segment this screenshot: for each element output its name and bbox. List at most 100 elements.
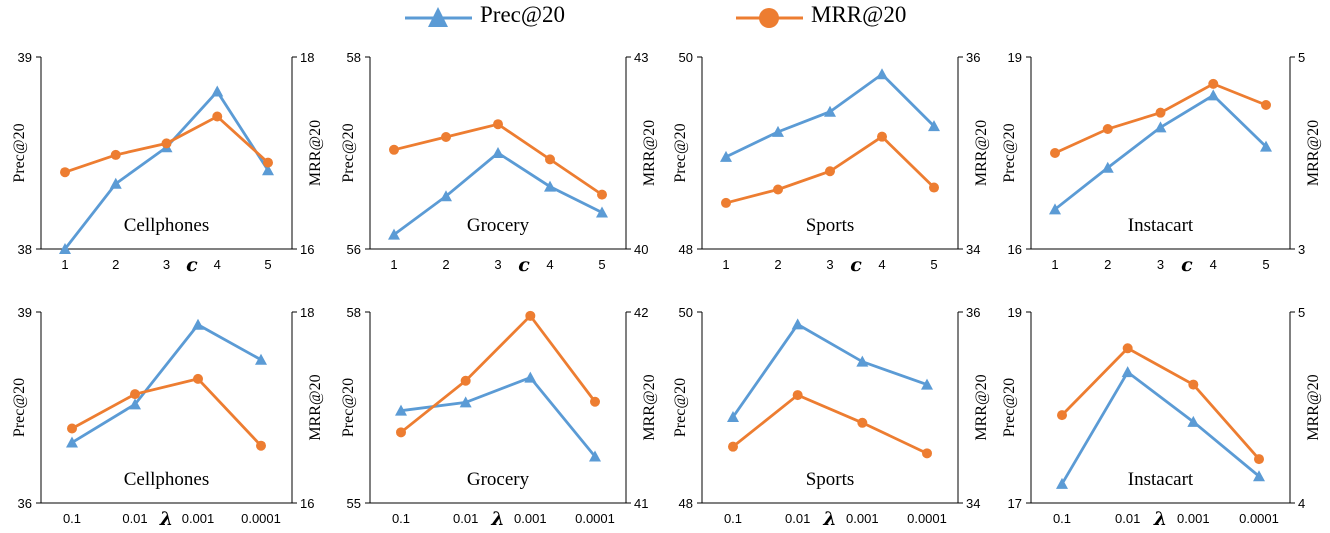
mrr-series-line [400,313,597,434]
x-axis-symbol: c [850,254,862,276]
prec-data-point [1253,470,1265,482]
left-tick-label: 56 [347,242,361,257]
prec-data-point [1187,415,1200,427]
left-y-axis-label: Prec@20 [672,123,689,182]
prec-data-point [262,164,274,176]
mrr-data-point [389,144,399,155]
left-y-axis-label: Prec@20 [1001,378,1018,437]
mrr-data-point [1050,148,1060,158]
panel-title: Grocery [467,469,530,490]
prec-data-point [876,68,888,80]
mrr-series-line [1054,82,1267,155]
right-tick-label: 4 [1298,496,1305,511]
right-y-axis-label: MRR@20 [307,120,324,186]
right-tick-label: 18 [300,305,314,320]
prec-data-point [720,150,732,162]
mrr-data-point [1102,124,1113,134]
right-y-axis-label: MRR@20 [973,120,990,186]
x-tick-label: 1 [61,257,68,272]
x-tick-label: 1 [722,257,729,272]
mrr-data-point [545,154,555,165]
chart-panel-8: 19 17 5 4 Prec@20 MRR@20 0.1 0.01 0.001 0.0001 λ In… [1001,305,1322,530]
x-axis-symbol: c [1181,254,1193,276]
right-tick-label: 5 [1298,50,1305,65]
left-tick-label: 58 [347,305,361,320]
chart-panel-4: 19 16 5 3 Prec@20 MRR@20 1 2 3 4 5 c Instacart [1001,50,1322,276]
chart-panel-7: 50 48 36 34 Prec@20 MRR@20 0.1 0.01 0.001 0.0001 λ… [672,305,990,530]
legend-prec-marker [428,7,448,27]
prec-series-line [1060,370,1260,485]
chart-panel-1: 39 38 18 16 Prec@20 MRR@20 1 2 3 4 5 c Cellphones [11,50,324,276]
left-tick-label: 55 [347,496,361,511]
mrr-series-line [1061,346,1261,460]
mrr-data-point [728,441,738,452]
prec-data-point [1049,203,1061,215]
mrr-data-point [1122,343,1133,354]
legend-prec-label: Prec@20 [480,2,566,27]
x-axis-symbol: λ [159,508,173,530]
panel-title: Sports [806,469,855,490]
panel-title: Instacart [1128,215,1194,236]
prec-data-point [1154,121,1167,133]
x-tick-label: 0.1 [1053,511,1071,526]
x-tick-label: 1 [390,257,397,272]
mrr-data-point [1188,379,1199,390]
right-tick-label: 3 [1298,242,1305,257]
prec-data-point [109,177,122,189]
x-tick-label: 3 [826,257,833,272]
prec-data-point [524,371,537,383]
panel-title: Grocery [467,215,530,236]
prec-data-point [395,404,407,416]
left-y-axis-label: Prec@20 [340,123,357,182]
mrr-data-point [460,375,471,386]
x-tick-label: 0.01 [1115,511,1140,526]
mrr-data-point [1208,78,1219,89]
x-tick-label: 3 [494,257,501,272]
chart-legend: Prec@20 MRR@20 [0,0,1330,36]
right-tick-label: 36 [966,50,980,65]
mrr-data-point [212,111,223,122]
right-tick-label: 42 [634,305,648,320]
mrr-data-point [721,197,731,208]
prec-data-point [1101,161,1114,173]
mrr-data-point [161,138,172,149]
x-axis-symbol: λ [490,508,504,530]
right-tick-label: 34 [966,496,980,511]
left-y-axis-label: Prec@20 [672,378,689,437]
x-tick-label: 5 [264,257,271,272]
left-y-axis-label: Prec@20 [11,123,28,182]
left-tick-label: 36 [18,496,32,511]
x-tick-label: 2 [774,257,781,272]
mrr-series-line [393,122,603,196]
prec-data-point [255,353,267,365]
prec-data-point [589,450,601,462]
x-axis-symbol: λ [1153,508,1167,530]
mrr-data-point [60,167,70,178]
right-tick-label: 43 [634,50,648,65]
x-tick-label: 5 [1262,257,1269,272]
prec-data-point [727,411,739,423]
mrr-data-point [67,423,77,434]
prec-data-point [1260,140,1272,152]
mrr-data-point [525,310,536,321]
panel-title: Instacart [1128,469,1194,490]
x-tick-label: 5 [930,257,937,272]
mrr-data-point [493,119,503,130]
x-tick-label: 0.0001 [1239,511,1279,526]
right-tick-label: 34 [966,242,980,257]
x-tick-label: 0.1 [392,511,410,526]
prec-data-point [1056,477,1068,489]
prec-data-point [459,396,472,408]
x-tick-label: 4 [214,257,221,272]
prec-series-line [731,322,928,418]
x-tick-label: 0.001 [514,511,547,526]
left-tick-label: 17 [1008,496,1022,511]
mrr-data-point [1254,454,1264,465]
x-axis-symbol: c [518,254,530,276]
right-tick-label: 41 [634,496,648,511]
prec-data-point [440,190,452,202]
prec-series-line [400,375,597,458]
prec-data-point [66,436,78,448]
